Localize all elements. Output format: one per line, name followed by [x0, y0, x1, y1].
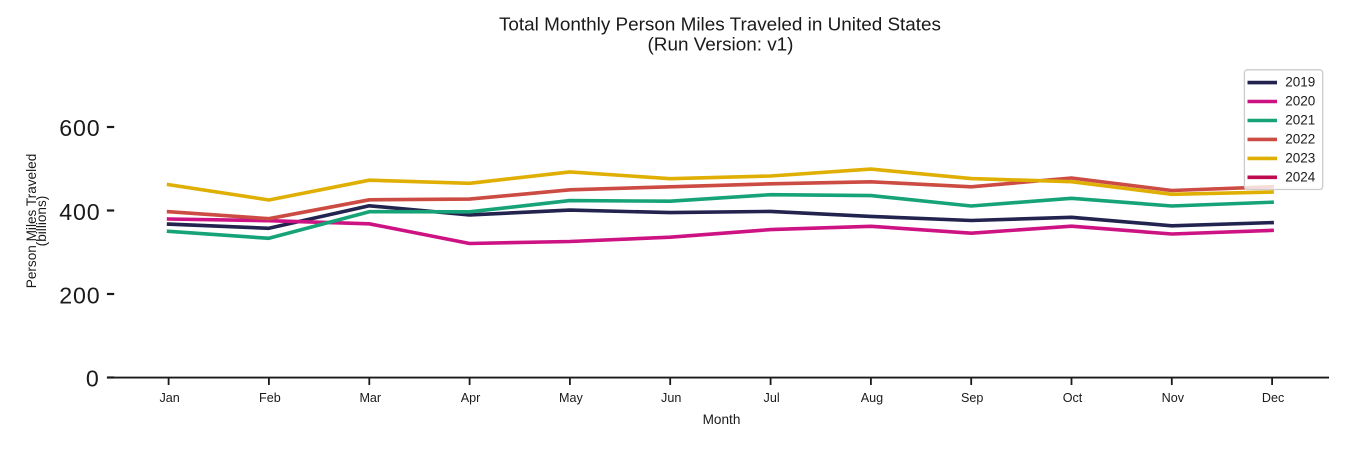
svg-text:May: May — [559, 391, 583, 405]
svg-text:Oct: Oct — [1063, 391, 1083, 405]
svg-text:Dec: Dec — [1262, 391, 1284, 405]
svg-text:Mar: Mar — [359, 391, 381, 405]
svg-text:Jul: Jul — [764, 391, 780, 405]
svg-text:Aug: Aug — [861, 391, 883, 405]
svg-text:2021: 2021 — [1285, 112, 1315, 127]
svg-text:2024: 2024 — [1285, 169, 1316, 184]
svg-text:(Run Version: v1): (Run Version: v1) — [648, 35, 794, 56]
svg-text:600: 600 — [59, 115, 100, 141]
svg-text:2023: 2023 — [1285, 150, 1315, 165]
svg-text:(billions): (billions) — [34, 196, 49, 247]
svg-text:Apr: Apr — [461, 391, 481, 405]
svg-text:2020: 2020 — [1285, 94, 1315, 109]
svg-text:Jan: Jan — [159, 391, 179, 405]
svg-text:400: 400 — [59, 199, 100, 225]
svg-text:Total Monthly Person Miles Tra: Total Monthly Person Miles Traveled in U… — [499, 15, 941, 36]
svg-text:0: 0 — [86, 366, 100, 392]
svg-text:2022: 2022 — [1285, 131, 1315, 146]
svg-text:200: 200 — [59, 282, 100, 308]
svg-text:Month: Month — [703, 412, 741, 427]
svg-text:Feb: Feb — [259, 391, 281, 405]
svg-text:Nov: Nov — [1162, 391, 1185, 405]
svg-text:Person Miles Traveled: Person Miles Traveled — [24, 154, 39, 288]
svg-text:Sep: Sep — [961, 391, 983, 405]
svg-text:2019: 2019 — [1285, 75, 1315, 90]
svg-text:Jun: Jun — [661, 391, 681, 405]
